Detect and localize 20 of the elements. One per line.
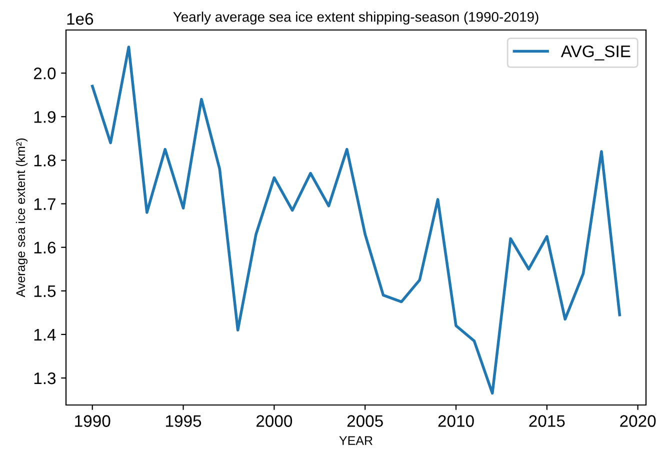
y-tick-label: 1.5 xyxy=(34,285,56,298)
x-tick-label: 2020 xyxy=(620,415,656,427)
x-tick-label: 1995 xyxy=(166,415,202,427)
y-tick-label: 1.8 xyxy=(34,154,56,166)
x-tick-label: 1990 xyxy=(75,415,110,427)
y-tick-label: 1.9 xyxy=(34,111,56,123)
y-tick-label: 1.7 xyxy=(34,198,56,210)
x-tick-label: 2005 xyxy=(347,415,383,427)
x-tick-label: 2000 xyxy=(256,415,292,427)
y-tick-label: 1.3 xyxy=(34,372,56,384)
x-axis-title: YEAR xyxy=(339,436,372,445)
y-tick-label: 1.4 xyxy=(34,329,56,340)
chart-title: Yearly average sea ice extent shipping-season (1990-2019) xyxy=(173,12,538,25)
y-tick-label: 2.0 xyxy=(34,68,56,80)
text: 1e6 xyxy=(67,13,94,25)
y-tick-label: 1.6 xyxy=(34,242,56,254)
x-tick-label: 2015 xyxy=(529,415,565,427)
y-axis-title: Average sea ice extent (km²) xyxy=(16,138,28,298)
legend-label: AVG_SIE xyxy=(560,45,630,60)
x-tick-label: 2010 xyxy=(438,415,474,427)
